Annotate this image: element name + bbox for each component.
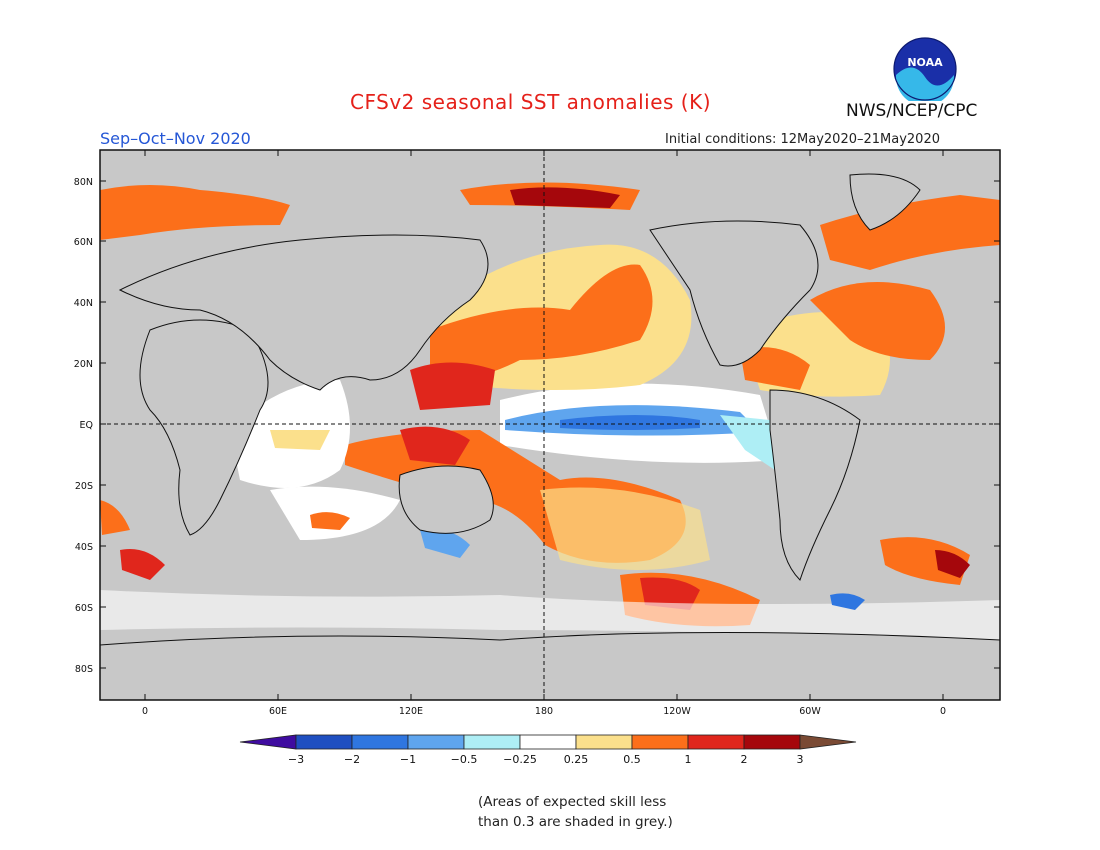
north-america-outline xyxy=(649,220,819,367)
lat-ticks xyxy=(100,180,1000,669)
west-africa-orange xyxy=(100,500,130,535)
south-atlantic-blue xyxy=(830,593,865,610)
legend-swatch xyxy=(463,734,521,750)
legend-tick-label: 2 xyxy=(741,753,748,766)
lon-ticks xyxy=(144,150,944,700)
south-indian-orange xyxy=(310,512,350,530)
color-legend xyxy=(239,734,857,750)
map-frame xyxy=(99,149,1001,701)
lon-labels: 0 60E 120E 180 120W 60W 0 xyxy=(142,706,946,717)
legend-tick-label: −2 xyxy=(344,753,360,766)
indian-ocean-yellow xyxy=(270,430,330,450)
legend-swatch xyxy=(351,734,409,750)
lat-label: EQ xyxy=(80,420,93,431)
eurasia-outline xyxy=(118,234,489,391)
south-america-outline xyxy=(769,389,861,581)
lat-label: 20S xyxy=(75,481,93,492)
legend-tick-label: 0.5 xyxy=(623,753,641,766)
lon-label: 60E xyxy=(269,706,287,717)
lon-label: 120W xyxy=(663,706,691,717)
lon-label: 0 xyxy=(940,706,946,717)
south-pacific-warm-yellow xyxy=(540,487,710,570)
arctic-red xyxy=(510,187,620,208)
antarctica-outline xyxy=(100,632,1000,700)
noaa-logo-text: NOAA xyxy=(907,56,943,69)
australia-outline xyxy=(398,465,494,534)
legend-tick-label: −0.5 xyxy=(451,753,478,766)
legend-swatch xyxy=(519,734,577,750)
barents-orange xyxy=(100,185,290,240)
greenland-outline xyxy=(849,173,921,231)
lat-label: 20N xyxy=(74,359,93,370)
southwest-indian-red xyxy=(120,549,165,580)
legend-tick-label: −0.25 xyxy=(503,753,537,766)
skill-note: (Areas of expected skill less than 0.3 a… xyxy=(478,792,673,832)
lon-label: 60W xyxy=(799,706,821,717)
legend-arrow-high xyxy=(799,734,857,750)
la-nina-core xyxy=(560,415,700,430)
legend-swatch xyxy=(407,734,465,750)
southern-ocean-white xyxy=(100,590,1000,640)
skill-note-line-1: (Areas of expected skill less xyxy=(478,794,667,810)
lon-label: 0 xyxy=(142,706,148,717)
map-title: CFSv2 seasonal SST anomalies (K) xyxy=(350,90,711,114)
south-atlantic-red xyxy=(935,550,970,578)
legend-swatch xyxy=(687,734,745,750)
agency-label: NWS/NCEP/CPC xyxy=(846,101,978,121)
legend-tick-label: −1 xyxy=(400,753,416,766)
lat-label: 80S xyxy=(75,664,93,675)
legend-swatch xyxy=(631,734,689,750)
maritime-warm-red xyxy=(400,426,470,465)
initial-conditions-label: Initial conditions: 12May2020–21May2020 xyxy=(665,132,940,147)
legend-swatch xyxy=(295,734,353,750)
caribbean-orange xyxy=(740,347,810,390)
skill-note-line-2: than 0.3 are shaded in grey.) xyxy=(478,814,673,830)
legend-swatch xyxy=(743,734,801,750)
west-pacific-warm-red xyxy=(410,362,495,410)
lat-label: 40S xyxy=(75,542,93,553)
east-pacific-light-blue xyxy=(720,415,775,470)
coastlines xyxy=(100,173,1000,700)
lon-label: 120E xyxy=(399,706,423,717)
north-atlantic-orange xyxy=(810,282,945,360)
legend-tick-label: 1 xyxy=(685,753,692,766)
lat-labels: 80N 60N 40N 20N EQ 20S 40S 60S 80S xyxy=(74,177,93,675)
legend-tick-labels: −3 −2 −1 −0.5 −0.25 0.25 0.5 1 2 3 xyxy=(288,753,804,766)
north-pacific-warm-orange xyxy=(430,264,653,381)
legend-tick-label: −3 xyxy=(288,753,304,766)
legend-tick-label: 3 xyxy=(797,753,804,766)
lon-label: 180 xyxy=(535,706,553,717)
australia-south-blue xyxy=(420,529,470,558)
lat-label: 60N xyxy=(74,237,93,248)
lat-label: 40N xyxy=(74,298,93,309)
season-label: Sep–Oct–Nov 2020 xyxy=(100,129,251,148)
legend-arrow-low xyxy=(239,734,297,750)
lat-label: 60S xyxy=(75,603,93,614)
legend-swatch xyxy=(575,734,633,750)
southern-ocean-warm-red xyxy=(640,577,700,610)
lat-label: 80N xyxy=(74,177,93,188)
legend-tick-label: 0.25 xyxy=(564,753,589,766)
noaa-logo: NOAA xyxy=(893,37,957,101)
